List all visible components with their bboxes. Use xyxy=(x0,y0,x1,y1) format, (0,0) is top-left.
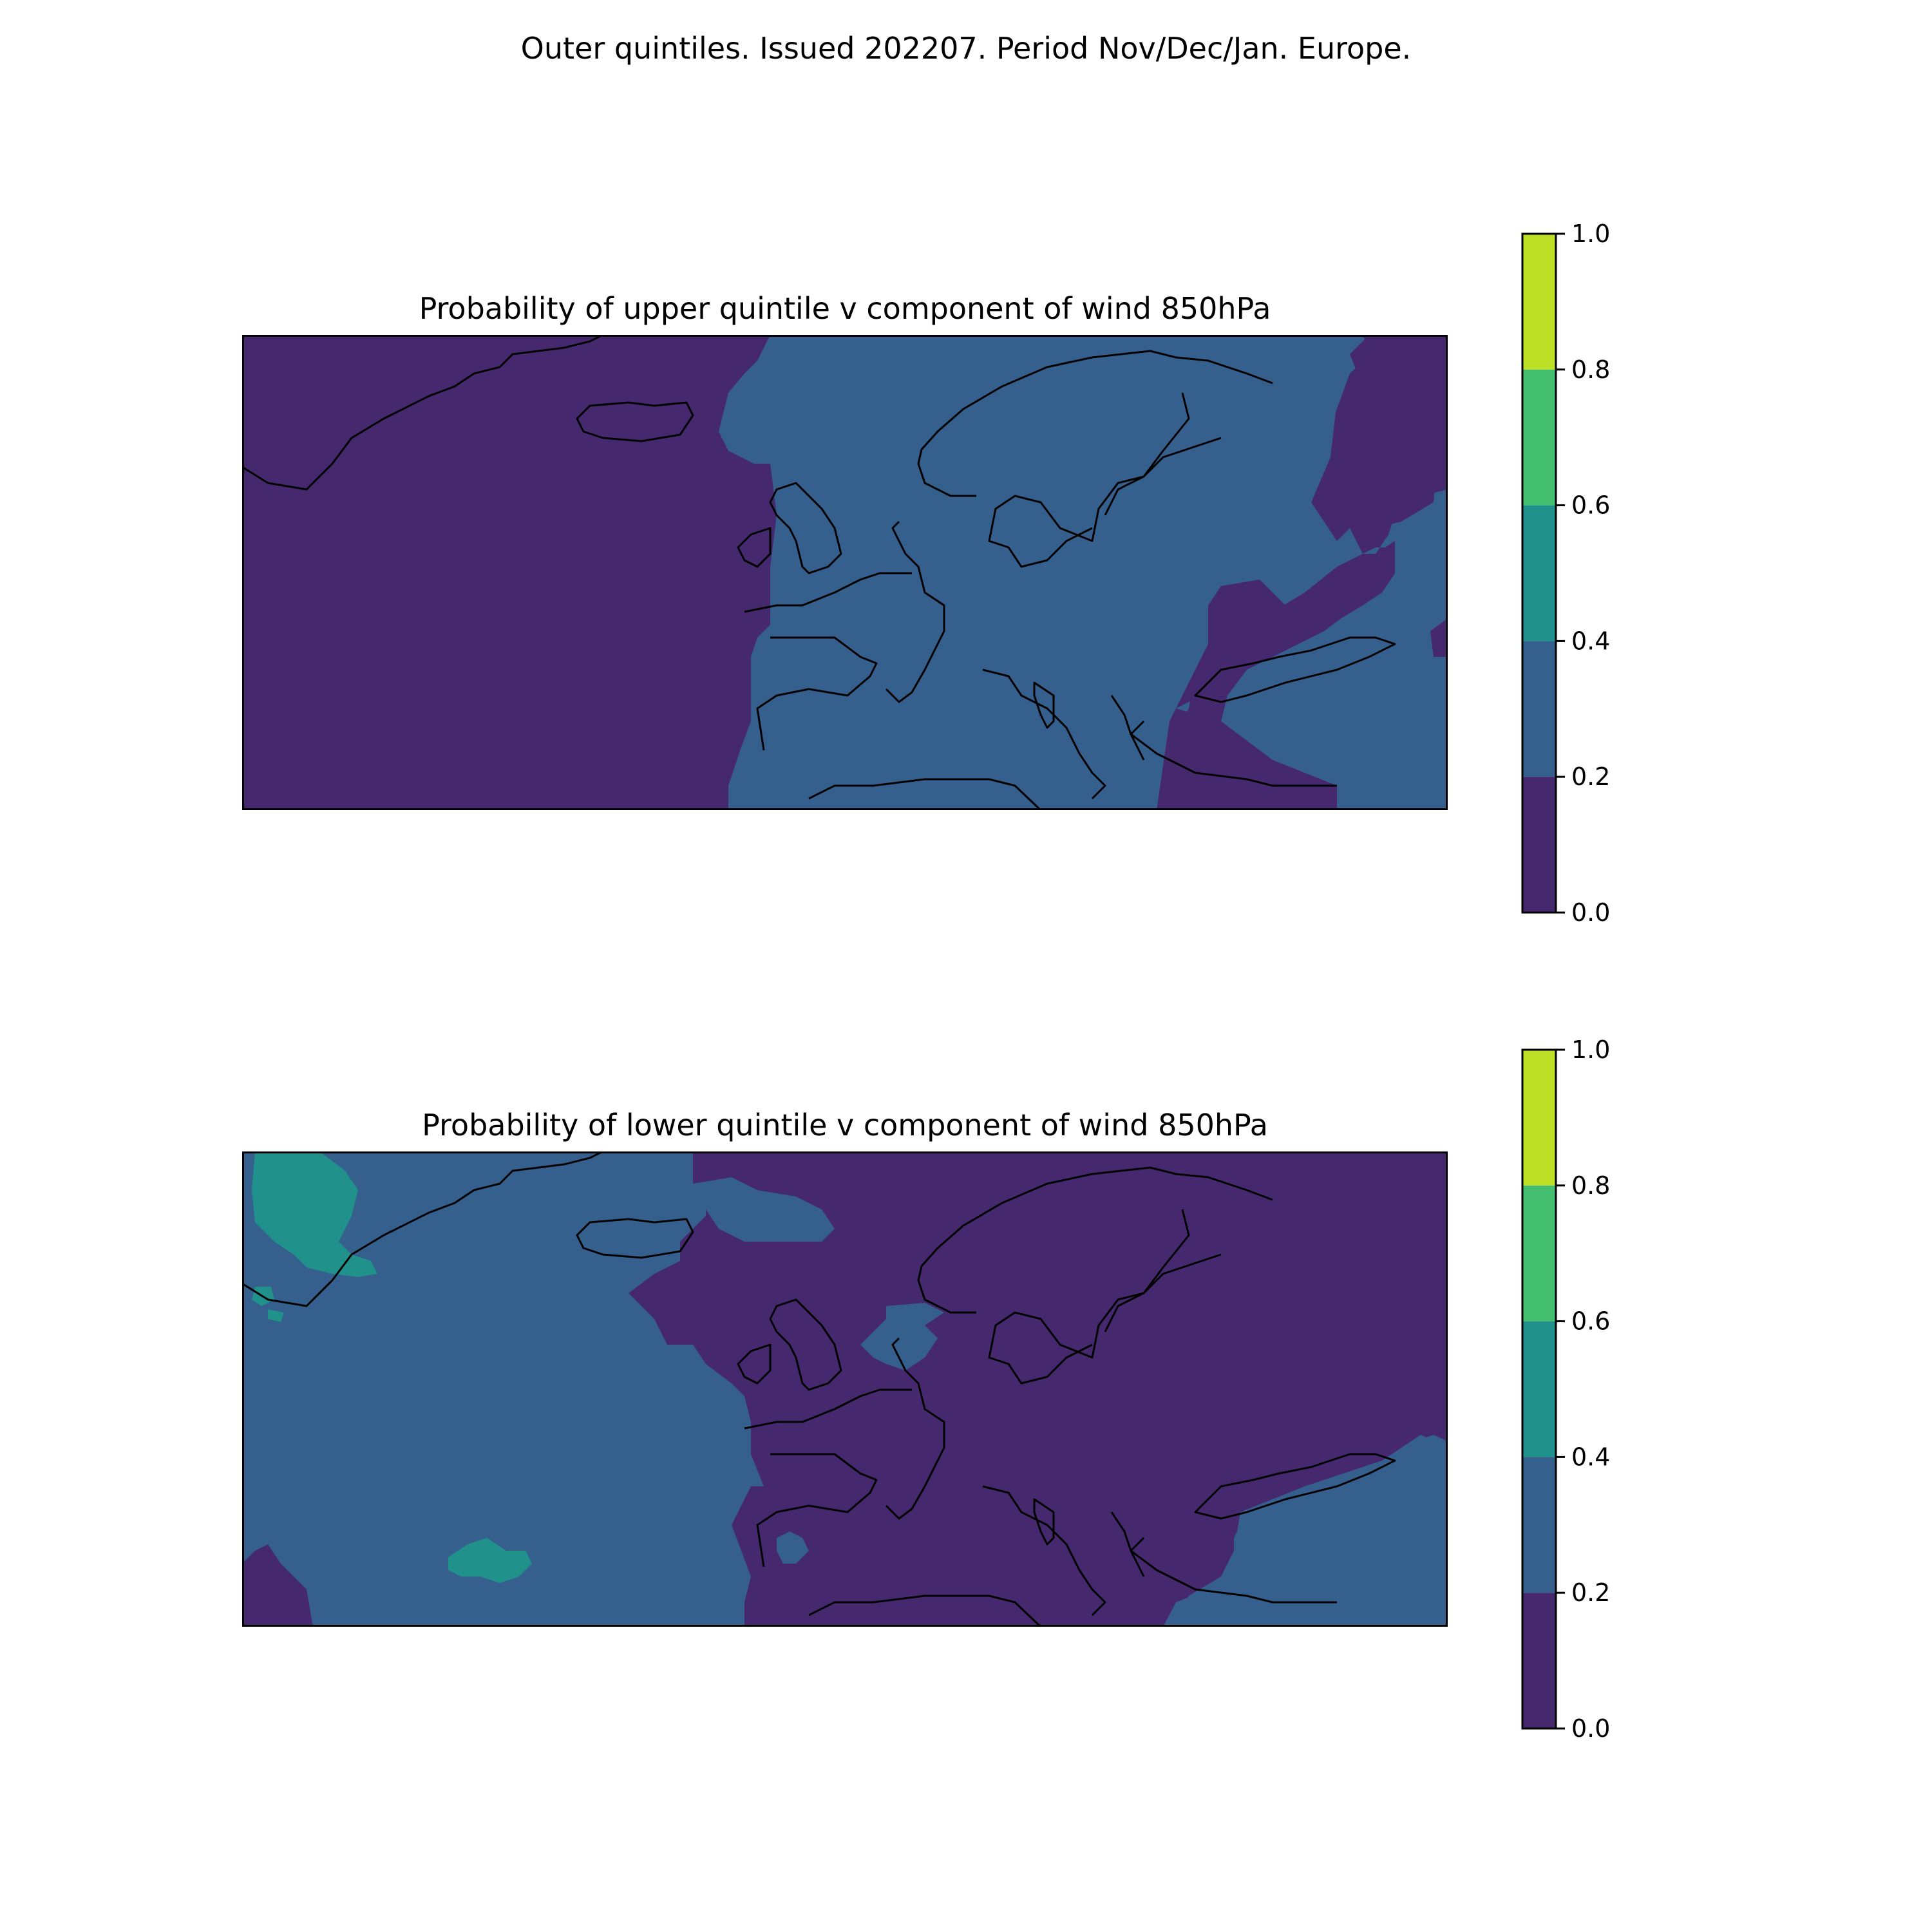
colorbar-bin xyxy=(1522,234,1556,370)
coastline xyxy=(242,1151,1396,1627)
upper-quintile-colorbar: 0.0 0.2 0.4 0.6 0.8 1.0 xyxy=(1521,220,1610,927)
colorbar-tick-label: 0.8 xyxy=(1571,1171,1610,1200)
colorbar-tick-label: 0.2 xyxy=(1571,762,1610,791)
colorbar-tick-label: 0.0 xyxy=(1571,1714,1610,1743)
colorbar-bin xyxy=(1522,505,1556,641)
bin-0.2-0.4 xyxy=(719,335,1448,810)
bin-0.2-0.4-iberia xyxy=(777,1531,809,1564)
upper-quintile-title: Probability of upper quintile v componen… xyxy=(419,291,1271,326)
bin-0.2-0.4-north-atlantic-tongue xyxy=(693,1177,835,1242)
lower-quintile-colorbar: 0.0 0.2 0.4 0.6 0.8 1.0 xyxy=(1521,1036,1610,1743)
colorbar-bin xyxy=(1522,1185,1556,1321)
colorbar-bin xyxy=(1522,1593,1556,1728)
bin-0-0.2 xyxy=(629,1151,1448,1627)
colorbar-bin xyxy=(1522,369,1556,506)
colorbar-bin xyxy=(1522,1321,1556,1457)
colorbar-tick-label: 0.6 xyxy=(1571,491,1610,520)
figure-title: Outer quintiles. Issued 202207. Period N… xyxy=(520,31,1412,66)
bin-0.4-0.6-azores xyxy=(448,1538,532,1583)
colorbar-tick-label: 0.4 xyxy=(1571,1443,1610,1471)
colorbar-tick-label: 0.6 xyxy=(1571,1307,1610,1336)
colorbar-tick-label: 1.0 xyxy=(1571,220,1610,248)
lower-colorbar-svg: 0.0 0.2 0.4 0.6 0.8 1.0 xyxy=(1521,1036,1610,1743)
map-frame xyxy=(242,1151,1448,1627)
bin-0.2-0.4-black-sea xyxy=(1176,1435,1448,1627)
bin-0-0.2-black-sea xyxy=(1170,541,1395,810)
lower-quintile-map-canvas xyxy=(242,1151,1448,1627)
coastline xyxy=(242,335,1396,810)
lower-quintile-title: Probability of lower quintile v componen… xyxy=(422,1108,1268,1142)
upper-quintile-map xyxy=(242,335,1448,810)
colorbar-tick-label: 0.8 xyxy=(1571,355,1610,384)
colorbar-bin xyxy=(1522,641,1556,777)
colorbar-tick-label: 0.2 xyxy=(1571,1578,1610,1607)
colorbar-tick-label: 0.0 xyxy=(1571,898,1610,927)
bin-0-0.2-eastern-patch xyxy=(1337,335,1448,528)
colorbar-tick-label: 1.0 xyxy=(1571,1036,1610,1064)
upper-colorbar-svg: 0.0 0.2 0.4 0.6 0.8 1.0 xyxy=(1521,220,1610,927)
map-frame xyxy=(242,335,1448,810)
upper-quintile-map-canvas xyxy=(242,335,1448,810)
colorbar-tick-label: 0.4 xyxy=(1571,627,1610,655)
colorbar-bin xyxy=(1522,777,1556,913)
colorbar-bin xyxy=(1522,1050,1556,1186)
colorbar-bin xyxy=(1522,1457,1556,1593)
bin-0.2-0.4-north-sea xyxy=(860,1303,944,1370)
bin-0.4-0.6-greenland xyxy=(252,1151,377,1277)
bin-0.2-0.4-western-corner xyxy=(242,1544,313,1627)
lower-quintile-map xyxy=(242,1151,1448,1627)
